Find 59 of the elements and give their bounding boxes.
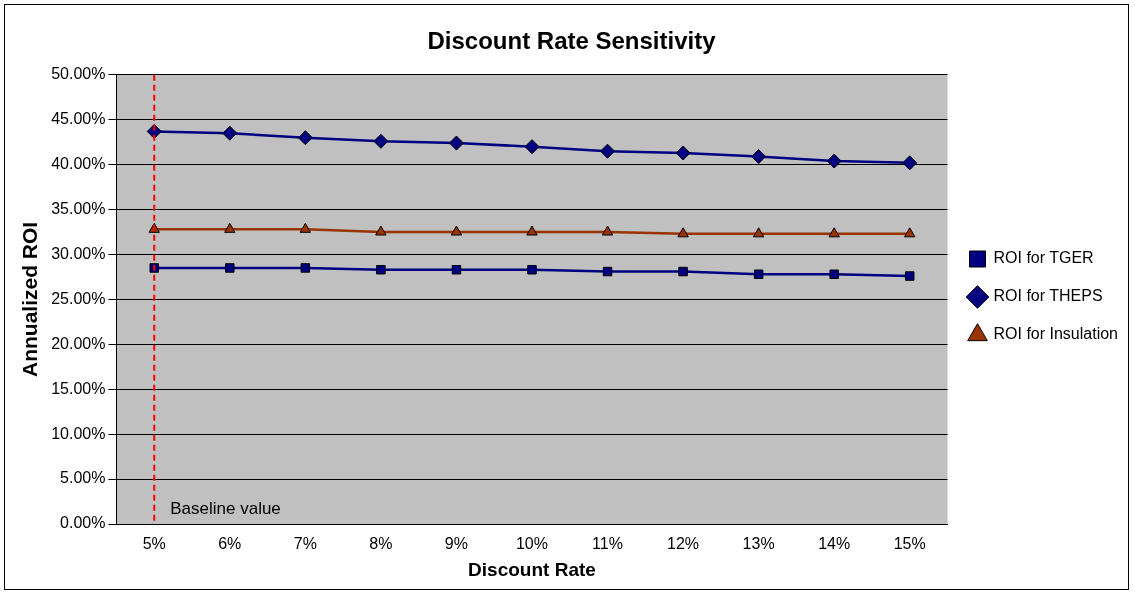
x-tick-label: 10%: [515, 535, 548, 553]
point: [904, 271, 915, 281]
chart-title: Discount Rate Sensitivity: [427, 27, 717, 55]
legend-label: ROI for TGER: [993, 249, 1094, 267]
point: [751, 149, 767, 165]
point: [376, 265, 386, 275]
y-tick-label: 25.00%: [51, 289, 106, 307]
legend-label: ROI for THEPS: [993, 287, 1103, 305]
x-tick-label: 5%: [142, 535, 166, 553]
point: [450, 225, 463, 236]
x-tick-label: 14%: [818, 535, 851, 553]
point: [527, 265, 537, 275]
point: [600, 143, 616, 159]
point: [299, 222, 312, 233]
point: [448, 135, 464, 151]
point: [752, 227, 765, 238]
point: [526, 225, 538, 236]
point: [375, 225, 387, 236]
y-tick-label: 40.00%: [51, 155, 106, 173]
y-tick-label: 0.00%: [60, 514, 106, 532]
x-axis-title: Discount Rate: [468, 558, 596, 580]
y-tick-label: 50.00%: [51, 65, 106, 83]
x-tick-label: 15%: [893, 535, 926, 553]
point: [451, 265, 462, 275]
point: [829, 269, 839, 279]
point: [826, 153, 842, 169]
point: [297, 130, 313, 146]
y-tick-label: 30.00%: [51, 244, 106, 262]
point: [300, 263, 311, 273]
point: [904, 227, 916, 238]
point: [602, 266, 613, 277]
x-tick-label: 12%: [667, 535, 700, 553]
y-tick-label: 5.00%: [60, 469, 106, 487]
legend-label: ROI for Insulation: [993, 325, 1118, 343]
ref-line-label: Baseline value: [170, 499, 281, 519]
point: [222, 125, 238, 141]
x-tick-label: 8%: [369, 535, 393, 553]
y-tick-label: 35.00%: [51, 199, 106, 217]
x-tick-label: 13%: [742, 535, 775, 553]
point: [373, 133, 389, 149]
point: [675, 145, 691, 161]
y-tick-label: 10.00%: [51, 424, 106, 442]
point: [601, 225, 614, 236]
y-tick-label: 45.00%: [51, 110, 106, 128]
y-tick-label: 15.00%: [51, 379, 106, 397]
point: [677, 227, 689, 238]
point: [753, 269, 764, 279]
point: [678, 266, 688, 277]
point: [225, 263, 235, 273]
y-tick-label: 20.00%: [51, 334, 106, 352]
point: [902, 155, 918, 171]
point: [524, 139, 540, 155]
point: [828, 227, 840, 238]
x-tick-label: 11%: [592, 535, 623, 553]
x-tick-label: 7%: [293, 535, 317, 553]
point: [224, 222, 236, 233]
x-tick-label: 6%: [218, 535, 242, 553]
x-tick-label: 9%: [444, 535, 468, 553]
y-axis-title: Annualized ROI: [18, 221, 42, 377]
